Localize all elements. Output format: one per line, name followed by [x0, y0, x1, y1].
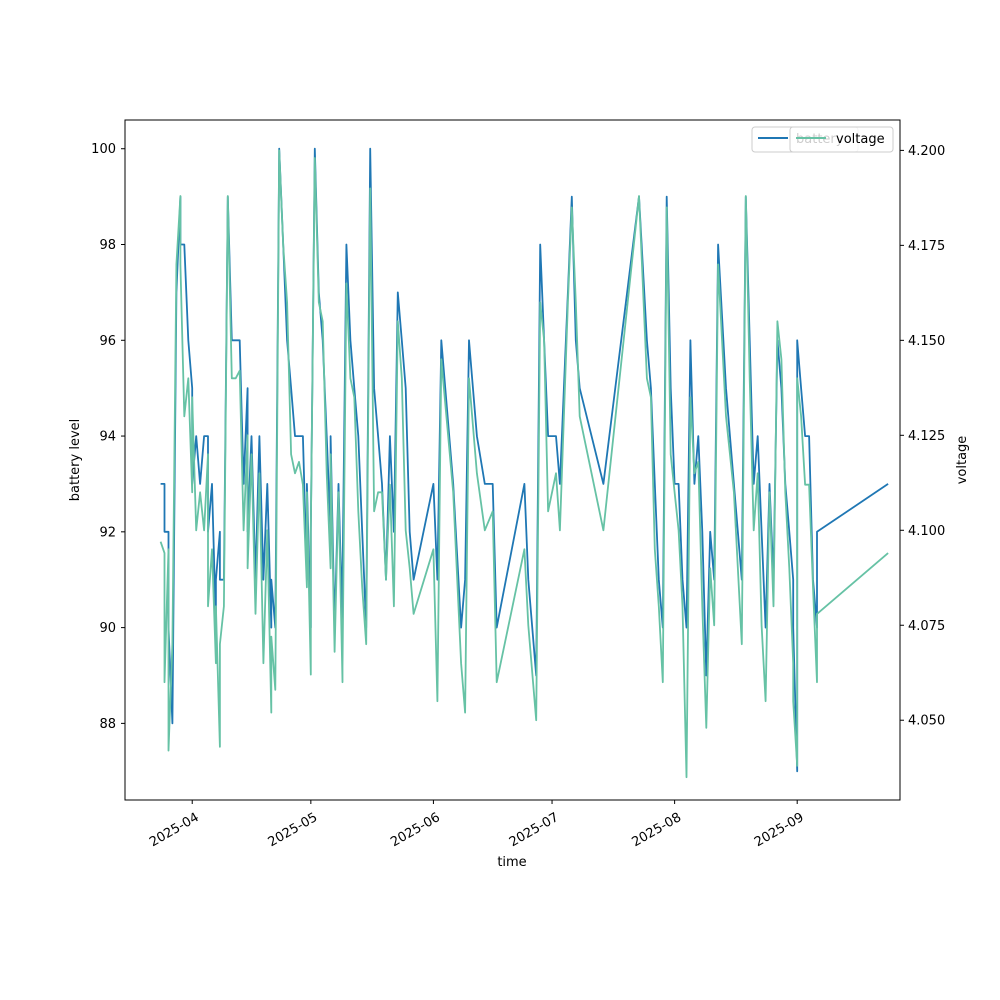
right-y-tick-label: 4.175 — [908, 239, 945, 254]
left-y-tick-label: 96 — [99, 334, 116, 349]
right-y-axis-label: voltage — [955, 436, 970, 485]
left-y-tick-label: 90 — [99, 621, 116, 636]
left-y-tick-label: 98 — [99, 238, 116, 253]
right-y-tick-label: 4.200 — [908, 144, 945, 159]
right-y-tick-label: 4.125 — [908, 429, 945, 444]
axes-frame — [124, 119, 901, 801]
left-y-tick-label: 92 — [99, 525, 116, 540]
right-y-tick-label: 4.050 — [908, 714, 945, 729]
series-line-voltage — [159, 149, 889, 779]
plot-area — [124, 119, 901, 801]
right-y-tick-label: 4.100 — [908, 524, 945, 539]
series-layer — [159, 147, 889, 779]
left-y-tick-label: 100 — [91, 142, 116, 157]
x-axis-label: time — [497, 855, 526, 870]
right-y-tick-label: 4.075 — [908, 619, 945, 634]
left-y-tick-label: 88 — [99, 717, 116, 732]
left-y-axis-label: battery level — [68, 419, 83, 502]
right-y-tick-label: 4.150 — [908, 334, 945, 349]
right-y-axis-ticks: 4.050 4.075 4.100 4.125 4.150 4.175 4.200 — [900, 144, 945, 729]
legend-voltage-box — [789, 126, 894, 153]
left-y-axis-ticks: 88 90 92 94 96 98 100 — [91, 142, 125, 732]
legend-voltage-label: voltage — [836, 132, 885, 147]
legend-voltage: voltage — [789, 126, 894, 153]
left-y-tick-label: 94 — [99, 430, 116, 445]
